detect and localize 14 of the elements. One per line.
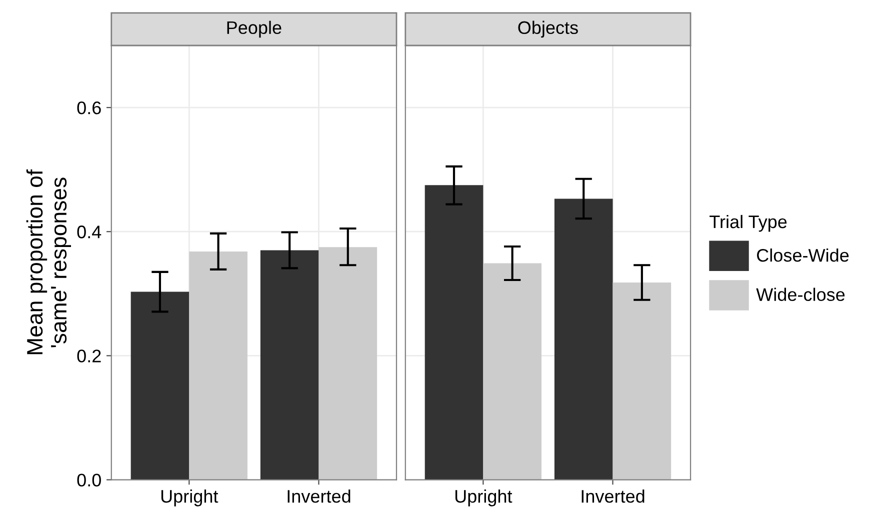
y-tick-label: 0.6 [77, 101, 101, 114]
y-axis-title: Mean proportion of 'same' responses [26, 169, 71, 354]
y-tick-label: 0.0 [77, 474, 101, 486]
legend-label: Wide-close [756, 288, 845, 302]
chart-title: Objects [518, 20, 578, 38]
y-tick-label: 0.4 [77, 226, 102, 238]
x-tick-label: Inverted [582, 490, 644, 503]
x-tick-label: Inverted [288, 490, 350, 503]
y-tick-label: 0.2 [77, 350, 101, 362]
legend-title: Trial Type [710, 214, 787, 232]
chart-title: People [227, 20, 282, 38]
x-tick-label: Upright [161, 490, 218, 506]
legend-label: Close-Wide [757, 248, 849, 262]
x-tick-label: Upright [455, 490, 512, 506]
